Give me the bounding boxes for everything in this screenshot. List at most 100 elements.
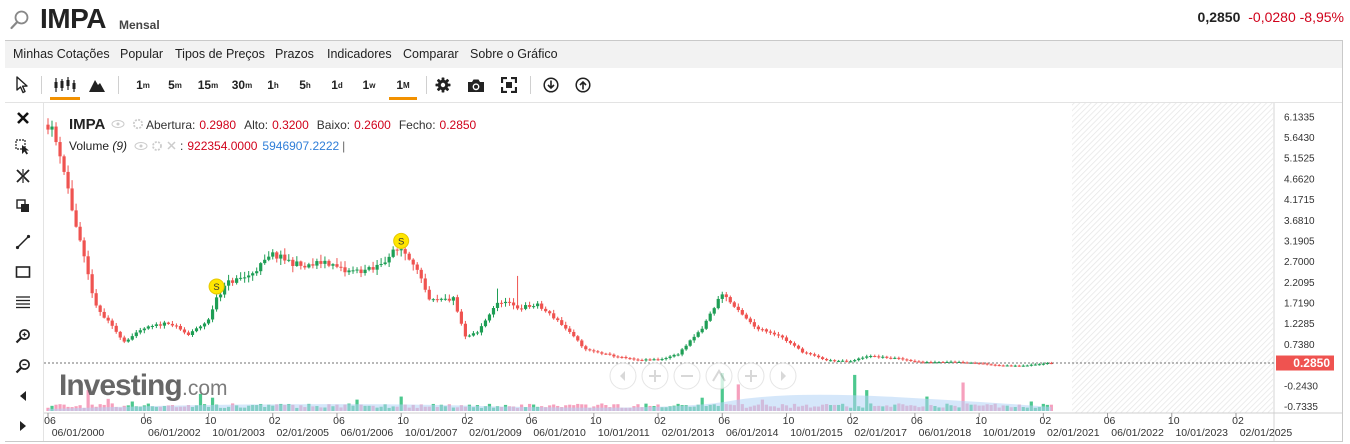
time-tick-top: 10 [397, 415, 409, 427]
candle-body [251, 273, 255, 276]
last-price: 0,2850 [1197, 9, 1241, 25]
select-drawing-button[interactable] [11, 136, 35, 158]
candle-body [957, 361, 961, 363]
price-chart[interactable]: 6.1335 5.6430 5.1525 4.6620 4.1715 3.6810 3.19… [44, 103, 1342, 441]
volume-bar [50, 405, 54, 411]
candle-body [1009, 365, 1013, 367]
candle-body [86, 256, 90, 275]
candle-body [688, 340, 692, 346]
candle-body [1025, 365, 1029, 367]
candle-body [756, 326, 760, 330]
upload-button[interactable] [571, 68, 595, 102]
trend-line-button[interactable] [11, 231, 35, 253]
menu-my-quotes[interactable]: Minhas Cotações [13, 47, 110, 61]
signal-marker[interactable] [393, 232, 410, 249]
camera-icon [468, 79, 484, 92]
candle-body [54, 126, 58, 143]
menu-about-chart[interactable]: Sobre o Gráfico [470, 47, 558, 61]
legend-toggle-icons[interactable] [111, 118, 144, 130]
time-tick-top: 02 [1232, 415, 1244, 427]
candle-body [857, 358, 861, 361]
candle-body [222, 285, 227, 295]
rectangle-button[interactable] [11, 261, 35, 283]
volume-bar [54, 404, 58, 411]
candle-body [528, 305, 532, 307]
candle-body [680, 349, 684, 355]
zoom-out-button[interactable] [11, 355, 35, 377]
menu-popular[interactable]: Popular [120, 47, 164, 61]
candle-body [692, 336, 696, 341]
candle-body [371, 267, 375, 270]
remove-drawings-button[interactable] [11, 107, 35, 129]
zoom-in-button[interactable] [11, 325, 35, 347]
candle-body [728, 297, 732, 303]
menu-indicators[interactable]: Indicadores [327, 47, 392, 61]
candle-body [395, 249, 399, 251]
candle-body [118, 331, 122, 338]
candle-body [351, 270, 355, 272]
time-tick-top: 10 [1168, 415, 1180, 427]
cross-cursor-button[interactable] [11, 165, 35, 187]
volume-bar [700, 397, 704, 411]
volume-legend-icons[interactable] [134, 141, 176, 151]
candle-body [977, 363, 981, 365]
nav-zoom-in-icon [649, 370, 661, 382]
candle-body [708, 313, 712, 321]
candle-body [608, 353, 612, 355]
download-button[interactable] [539, 68, 563, 102]
clone-drawing-button[interactable] [11, 195, 35, 217]
candle-body [768, 331, 773, 333]
scroll-right-button[interactable] [11, 415, 35, 437]
candle-body [138, 330, 142, 333]
candle-body [287, 259, 291, 261]
candle-body [134, 332, 138, 337]
price-tick-label: 6.1335 [1284, 112, 1315, 123]
time-tick-top: 02 [1039, 415, 1051, 427]
candle-body [820, 357, 825, 360]
signal-marker[interactable] [208, 278, 225, 295]
time-tick-top: 10 [590, 415, 602, 427]
settings-button[interactable] [431, 68, 455, 102]
candle-body [499, 302, 504, 304]
candle-body [640, 359, 644, 361]
candle-body [182, 329, 187, 333]
candle-body [1049, 363, 1053, 365]
scroll-left-button[interactable] [11, 385, 35, 407]
price-change: -0,0280 [1248, 9, 1296, 25]
time-tick-top: 06 [1104, 415, 1116, 427]
menu-price-types[interactable]: Tipos de Preços [175, 47, 265, 61]
screenshot-button[interactable] [464, 68, 488, 102]
candle-body [455, 297, 459, 312]
time-tick-top: 10 [205, 415, 217, 427]
area-type-button[interactable] [85, 68, 109, 102]
candlestick-type-button[interactable] [50, 68, 80, 102]
search-icon[interactable] [9, 9, 31, 31]
candle-body [752, 322, 756, 327]
candle-body [267, 256, 271, 260]
candle-body [893, 357, 897, 359]
menu-compare[interactable]: Comparar [403, 47, 459, 61]
candle-body [259, 263, 263, 272]
candle-body [556, 318, 560, 321]
candle-body [170, 323, 175, 326]
candle-body [696, 332, 700, 337]
interval-30-minutes[interactable]: 30 m [231, 78, 253, 92]
fibonacci-button[interactable] [11, 291, 35, 313]
chart-navigation-controls[interactable] [609, 362, 797, 390]
menu-timeframes[interactable]: Prazos [275, 47, 314, 61]
interval-15-minutes[interactable]: 15 m [197, 78, 219, 92]
fullscreen-button[interactable] [497, 68, 521, 102]
candle-body [311, 264, 315, 266]
cursor-tool-button[interactable] [11, 68, 33, 102]
candle-body [194, 328, 199, 332]
svg-text:Investing: Investing [59, 369, 182, 402]
candle-body [443, 298, 447, 300]
candle-body [515, 305, 520, 309]
